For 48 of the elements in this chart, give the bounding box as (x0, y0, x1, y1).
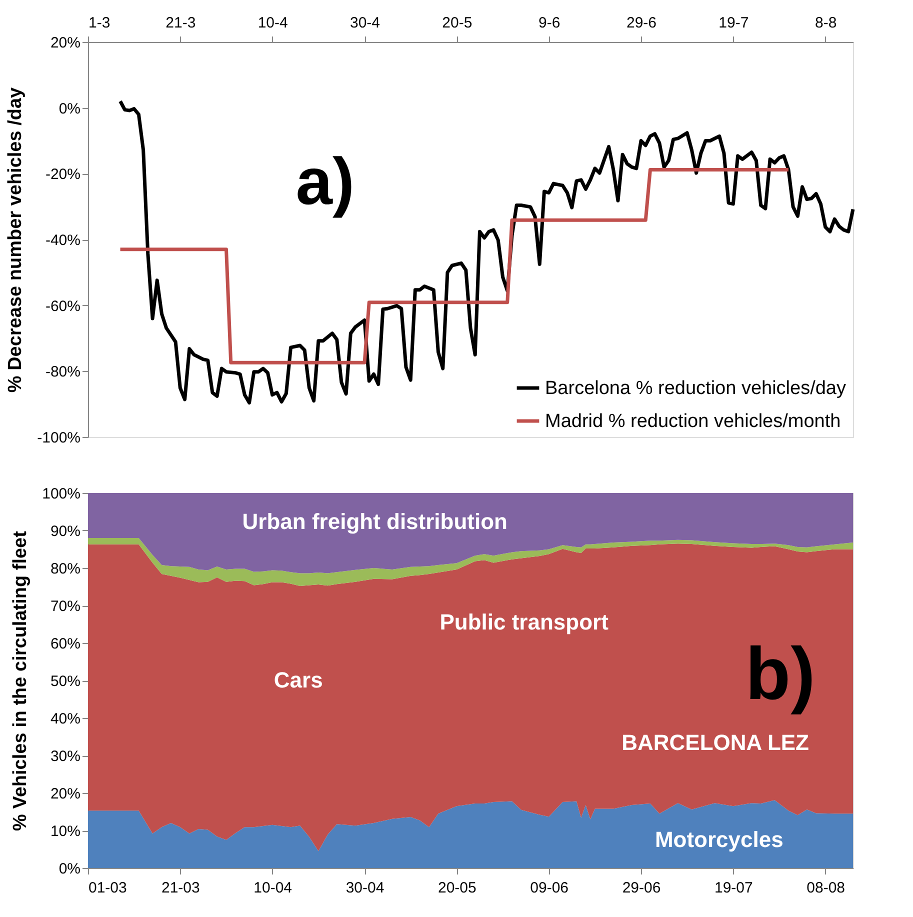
y-tick-label: 90% (50, 523, 80, 540)
x-tick-label: 10-04 (254, 880, 292, 896)
x-tick-label: 09-06 (530, 880, 569, 896)
x-tick-label: 20-05 (438, 880, 476, 896)
annotation: a) (296, 144, 354, 218)
y-tick-label: 20% (50, 786, 80, 802)
y-tick-label: 40% (50, 710, 80, 728)
x-tick-label: 21-03 (161, 880, 200, 896)
y-tick-label: -60% (45, 298, 80, 315)
x-tick-label: 08-08 (806, 880, 846, 896)
y-tick-label: 20% (50, 34, 80, 52)
y-tick-label: -40% (45, 232, 80, 249)
x-tick-label: 30-4 (350, 14, 380, 32)
y-tick-label: -80% (45, 364, 80, 381)
annotation: Cars (274, 668, 323, 692)
x-tick-label: 9-6 (538, 14, 560, 32)
line-series (118, 100, 855, 405)
x-tick-label: 29-6 (626, 14, 657, 32)
x-tick-label: 20-5 (442, 14, 472, 32)
x-tick-label: 29-06 (622, 880, 661, 896)
y-tick-label: 0% (58, 100, 80, 118)
y-tick-label: 100% (42, 486, 80, 502)
x-tick-label: 10-4 (258, 14, 288, 32)
x-tick-label: 30-04 (346, 880, 384, 896)
y-tick-label: -20% (45, 166, 80, 184)
x-tick-label: 21-3 (166, 14, 196, 32)
x-tick-label: 01-03 (88, 880, 127, 896)
y-tick-label: -100% (37, 430, 80, 446)
y-tick-label: 10% (50, 823, 80, 840)
legend-label: Barcelona % reduction vehicles/day (545, 378, 847, 399)
y-axis-title: % Vehicles in the circulating fleet (10, 530, 32, 831)
x-tick-label: 1-3 (88, 14, 110, 32)
y-axis-title: % Decrease number vehicles /day (5, 86, 26, 393)
annotation: BARCELONA LEZ (622, 730, 810, 756)
y-tick-label: 0% (58, 860, 80, 878)
y-tick-label: 80% (50, 560, 80, 578)
y-tick-label: 50% (50, 673, 80, 690)
y-tick-label: 30% (50, 748, 80, 765)
x-tick-label: 19-7 (718, 14, 749, 32)
annotation: b) (745, 632, 816, 715)
annotation: Urban freight distribution (242, 508, 508, 534)
annotation: Motorcycles (654, 826, 784, 852)
legend-label: Madrid % reduction vehicles/month (545, 411, 841, 432)
y-tick-label: 60% (50, 636, 80, 652)
annotation: Public transport (440, 609, 610, 634)
y-tick-label: 70% (50, 598, 80, 615)
x-tick-label: 8-8 (815, 14, 837, 32)
x-tick-label: 19-07 (714, 880, 753, 896)
